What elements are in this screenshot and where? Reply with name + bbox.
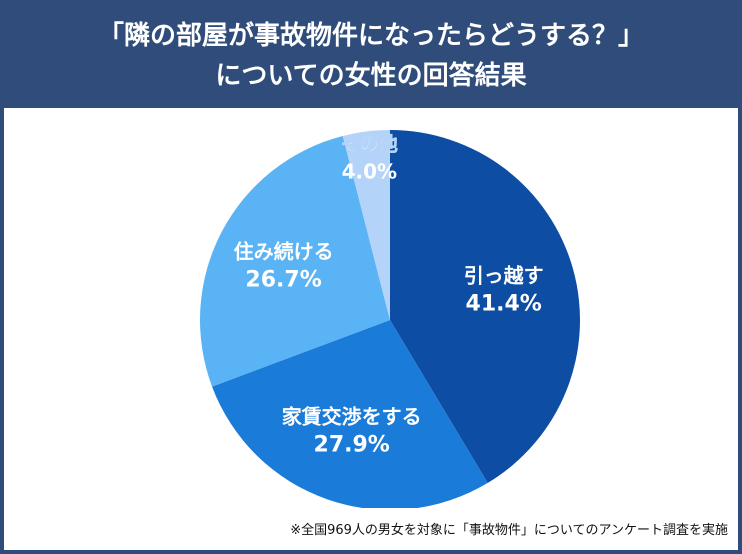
pie-slice-4	[342, 130, 390, 320]
slice-label: 家賃交渉をする	[282, 405, 422, 429]
slice-value-label: 41.4%	[466, 292, 542, 317]
slice-value-label: 4.0%	[342, 159, 397, 183]
slice-label-group-1: 引っ越す 41.4%	[464, 264, 544, 317]
slice-value-label: 27.9%	[314, 433, 390, 458]
slice-label: その他	[341, 132, 398, 155]
slice-label-group-2: 家賃交渉をする 27.9%	[282, 405, 422, 458]
pie-slice-2	[212, 320, 488, 508]
slice-label-group-3: 住み続ける 26.7%	[234, 240, 334, 293]
survey-footnote: ※全国969人の男女を対象に「事故物件」についてのアンケート調査を実施	[290, 523, 728, 538]
pie-slice-1	[390, 130, 580, 483]
slice-label: 引っ越す	[464, 264, 544, 288]
title-banner: 「隣の部屋が事故物件になったらどうする？」 についての女性の回答結果	[4, 4, 738, 108]
title-line-1: 「隣の部屋が事故物件になったらどうする？」	[97, 21, 644, 51]
pie-slice-3	[200, 135, 390, 387]
slice-label: 住み続ける	[234, 240, 334, 264]
slice-value-label: 26.7%	[245, 268, 321, 293]
pie-chart: 引っ越す 41.4% 家賃交渉をする 27.9% 住み続ける 26.7% その他 4.0%	[200, 130, 580, 508]
slice-label-group-4: その他 4.0%	[340, 132, 398, 183]
title-line-2: についての女性の回答結果	[215, 61, 527, 91]
